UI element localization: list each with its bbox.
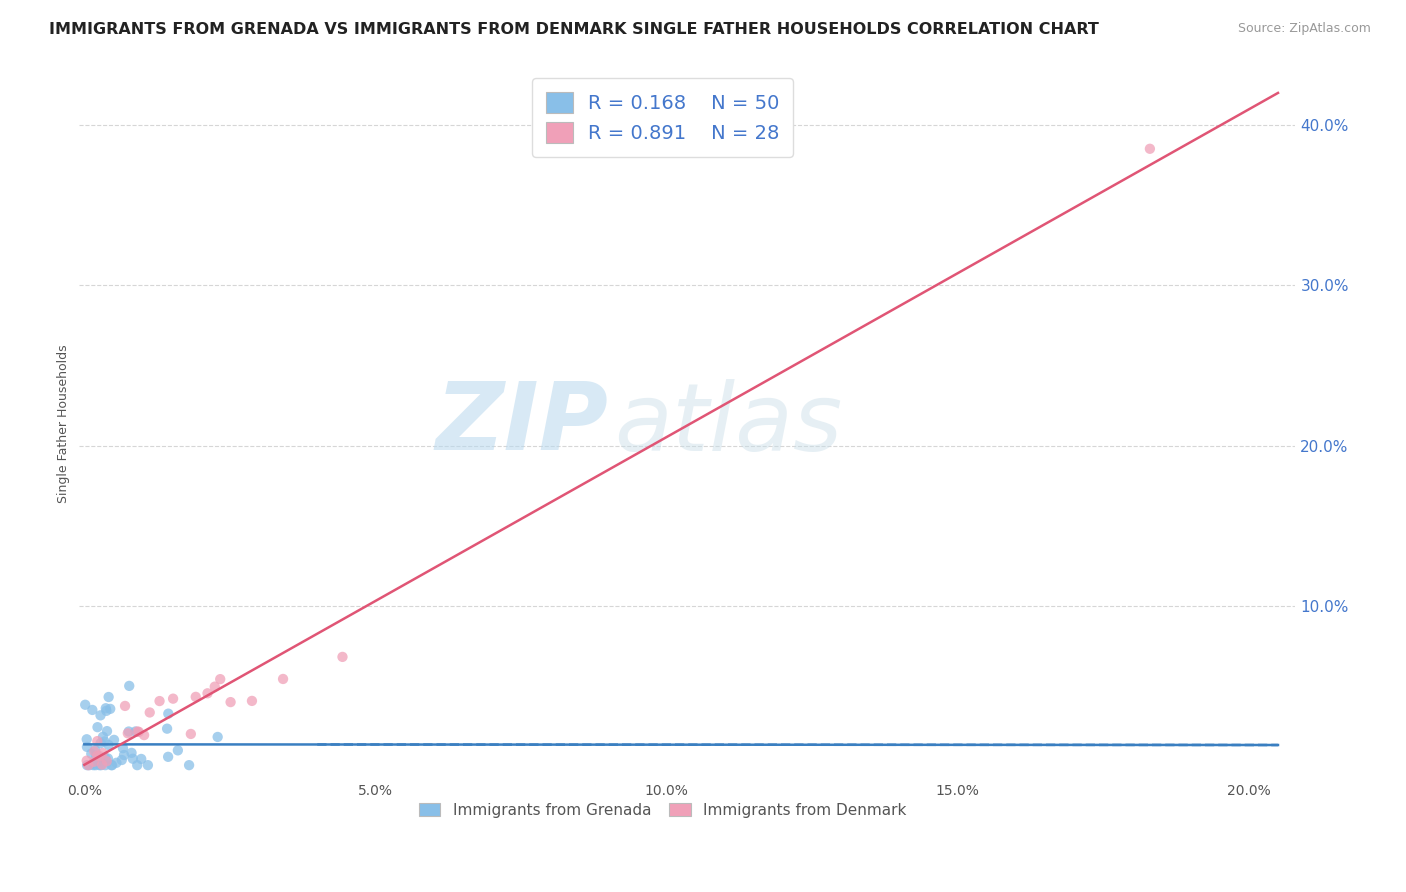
Point [129,752,152,766]
Point [124,724,146,739]
Point [148,694,170,708]
Point [84,758,107,772]
Point [76,754,98,768]
Point [118,724,141,739]
Point [121,752,143,766]
Point [97,751,120,765]
Point [103,732,125,747]
Point [86,720,108,734]
Point [84,743,107,757]
Point [240,694,263,708]
Point [89,758,111,772]
Point [219,695,242,709]
Point [121,746,143,760]
Point [76,739,98,754]
Point [86,748,108,763]
Point [94,751,117,765]
Point [105,756,128,770]
Point [332,649,354,664]
Point [100,758,122,772]
Point [271,672,294,686]
Point [114,698,136,713]
Point [166,743,188,757]
Point [89,708,111,723]
Point [156,722,179,736]
Y-axis label: Single Father Households: Single Father Households [58,344,70,503]
Point [83,755,105,769]
Point [138,706,160,720]
Point [128,725,150,739]
Point [91,730,114,744]
Point [180,727,202,741]
Point [96,704,118,718]
Point [94,701,117,715]
Point [96,724,118,739]
Point [117,726,139,740]
Point [82,703,104,717]
Point [96,754,118,768]
Point [79,758,101,772]
Text: IMMIGRANTS FROM GRENADA VS IMMIGRANTS FROM DENMARK SINGLE FATHER HOUSEHOLDS CORR: IMMIGRANTS FROM GRENADA VS IMMIGRANTS FR… [49,22,1099,37]
Point [111,753,134,767]
Point [157,706,180,721]
Point [94,758,117,772]
Point [90,758,112,772]
Point [209,672,232,686]
Text: atlas: atlas [614,378,842,469]
Point [207,730,229,744]
Point [204,680,226,694]
Point [177,758,200,772]
Point [97,738,120,752]
Point [86,734,108,748]
Point [93,734,115,748]
Legend: Immigrants from Grenada, Immigrants from Denmark: Immigrants from Grenada, Immigrants from… [412,795,914,825]
Point [136,758,159,772]
Point [127,724,149,739]
Text: ZIP: ZIP [434,378,607,470]
Point [197,686,219,700]
Point [101,758,124,772]
Point [84,748,107,763]
Point [98,702,121,716]
Point [184,690,207,704]
Point [77,758,100,772]
Point [80,747,103,761]
Point [75,698,97,712]
Point [1139,142,1161,156]
Point [89,749,111,764]
Point [112,747,135,762]
Point [83,744,105,758]
Point [118,679,141,693]
Point [76,758,98,772]
Point [91,757,114,772]
Point [127,758,149,772]
Point [162,691,184,706]
Point [82,757,104,772]
Text: Source: ZipAtlas.com: Source: ZipAtlas.com [1237,22,1371,36]
Point [89,751,111,765]
Point [82,758,104,772]
Point [111,741,134,756]
Point [91,746,114,760]
Point [90,736,112,750]
Point [76,732,98,747]
Point [157,749,180,764]
Point [97,690,120,704]
Point [132,728,155,742]
